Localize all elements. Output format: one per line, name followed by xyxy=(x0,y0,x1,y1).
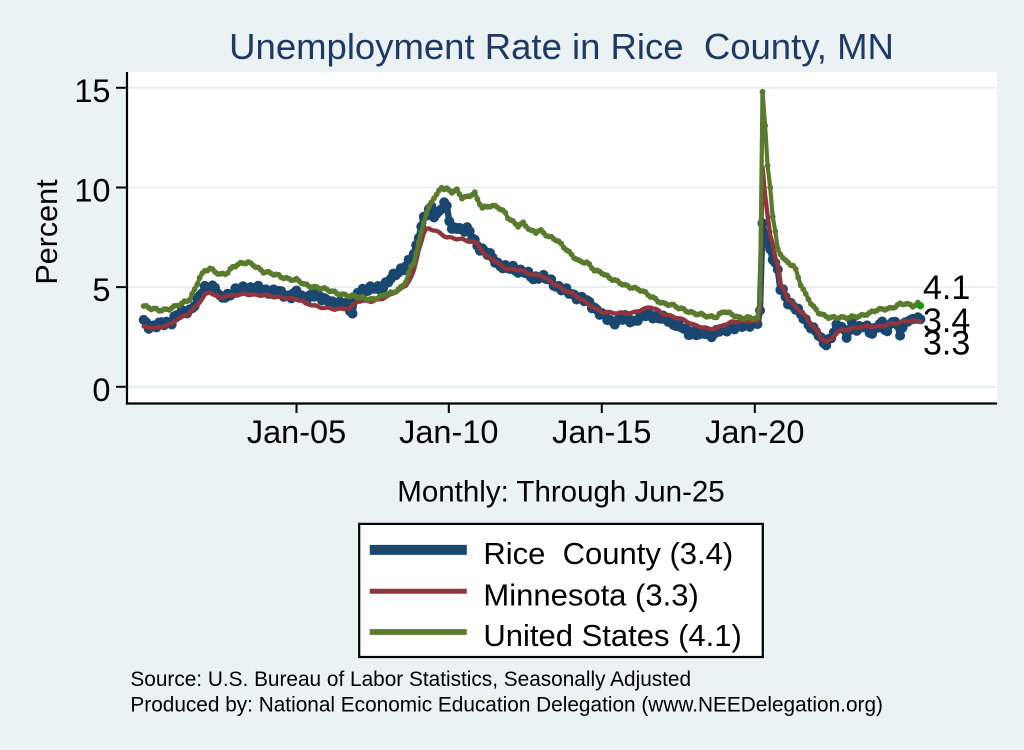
svg-text:Jan-10: Jan-10 xyxy=(399,414,498,450)
svg-text:Rice County (3.4): Rice County (3.4) xyxy=(483,536,733,571)
svg-text:3.3: 3.3 xyxy=(923,325,970,363)
svg-text:15: 15 xyxy=(74,73,110,109)
svg-text:United States (4.1): United States (4.1) xyxy=(483,618,741,653)
svg-text:3.4: 3.4 xyxy=(923,302,970,340)
svg-text:Jan-20: Jan-20 xyxy=(705,414,804,450)
svg-text:Produced by: National Economic: Produced by: National Economic Education… xyxy=(130,693,883,716)
svg-text:Unemployment Rate in Rice Cou: Unemployment Rate in Rice County, MN xyxy=(229,26,894,67)
svg-text:Source: U.S. Bureau of Labor S: Source: U.S. Bureau of Labor Statistics,… xyxy=(130,668,691,691)
svg-text:Minnesota (3.3): Minnesota (3.3) xyxy=(483,577,698,612)
svg-text:4.1: 4.1 xyxy=(923,269,970,307)
svg-text:Percent: Percent xyxy=(30,179,64,285)
svg-text:Jan-15: Jan-15 xyxy=(552,414,651,450)
svg-text:0: 0 xyxy=(92,372,110,408)
svg-text:Monthly: Through Jun-25: Monthly: Through Jun-25 xyxy=(397,476,724,509)
svg-text:10: 10 xyxy=(74,173,110,209)
svg-text:5: 5 xyxy=(92,272,110,308)
svg-text:Jan-05: Jan-05 xyxy=(247,414,346,450)
